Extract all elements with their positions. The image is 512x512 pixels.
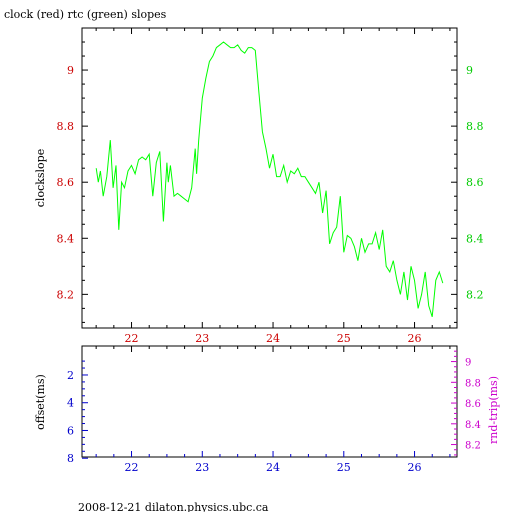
top-y-tick-label-right: 8.4 — [466, 232, 484, 245]
bottom-plot-frame — [81, 345, 458, 458]
bottom-y-tick-label-left: 8 — [67, 452, 74, 465]
chart-title: clock (red) rtc (green) slopes — [4, 8, 167, 21]
footer-host-date: 2008-12-21 dilaton.physics.ubc.ca — [78, 501, 269, 512]
bottom-plot: offset(ms) rnd-trip(ms) 22 23 24 25 2624688.… — [34, 345, 500, 474]
top-y-tick-label-left: 8.4 — [57, 232, 75, 245]
top-y-tick-label-left: 9 — [67, 64, 74, 77]
bottom-y-tick-label-right: 8.8 — [465, 378, 481, 389]
top-y-axis-label: clockslope — [34, 149, 47, 207]
bottom-y-tick-label-left: 6 — [67, 424, 74, 437]
top-x-tick-label: 22 — [125, 332, 139, 345]
top-x-tick-label: 24 — [266, 332, 280, 345]
top-plot-frame — [81, 27, 458, 329]
bottom-x-tick-label: 23 — [195, 461, 209, 474]
bottom-x-tick-label: 22 — [125, 461, 139, 474]
bottom-y-tick-label-left: 4 — [67, 397, 74, 410]
top-y-tick-label-right: 8.6 — [466, 176, 484, 189]
top-axis-ticks: 22 23 24 25 26 8.2 8.4 8.6 8.8 9 8.2 8.4 8.6 8.8 9 — [57, 28, 484, 345]
top-y-tick-label-right: 8.2 — [466, 288, 484, 301]
bottom-y-axis-label: offset(ms) — [34, 374, 47, 430]
series-line-rtc — [95, 41, 444, 317]
top-x-tick-label: 26 — [408, 332, 422, 345]
bottom-y-tick-label-right: 9 — [465, 358, 471, 369]
top-plot: clockslope 22 23 24 25 26 8.2 8.4 8.6 8.8 9 8.2 8.4… — [34, 27, 484, 345]
bottom-x-tick-label: 25 — [337, 461, 351, 474]
bottom-y-tick-label-right: 8.2 — [465, 441, 481, 452]
top-x-tick-label: 25 — [337, 332, 351, 345]
bottom-y-tick-label-left: 2 — [67, 369, 74, 382]
top-y-tick-label-left: 8.2 — [57, 288, 75, 301]
bottom-y-tick-label-right: 8.4 — [465, 420, 481, 431]
bottom-x-tick-label: 26 — [408, 461, 422, 474]
bottom-x-tick-label: 24 — [266, 461, 280, 474]
top-y-tick-label-left: 8.8 — [57, 120, 75, 133]
top-y-tick-label-right: 9 — [466, 64, 473, 77]
top-y-tick-label-left: 8.6 — [57, 176, 75, 189]
bottom-y-tick-label-right: 8.6 — [465, 399, 481, 410]
top-y-tick-label-right: 8.8 — [466, 120, 484, 133]
bottom-right-y-axis-label: rnd-trip(ms) — [487, 376, 500, 444]
top-plot-series — [95, 41, 444, 317]
top-x-tick-label: 23 — [195, 332, 209, 345]
